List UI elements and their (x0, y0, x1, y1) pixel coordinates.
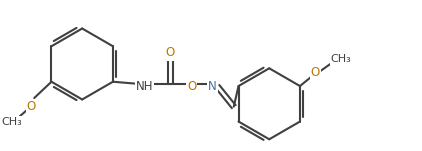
Text: CH₃: CH₃ (331, 54, 352, 64)
Text: O: O (311, 66, 320, 79)
Text: N: N (208, 80, 217, 93)
Text: O: O (166, 47, 175, 59)
Text: O: O (27, 100, 36, 113)
Text: O: O (187, 80, 196, 93)
Text: CH₃: CH₃ (2, 117, 22, 127)
Text: NH: NH (136, 80, 153, 93)
